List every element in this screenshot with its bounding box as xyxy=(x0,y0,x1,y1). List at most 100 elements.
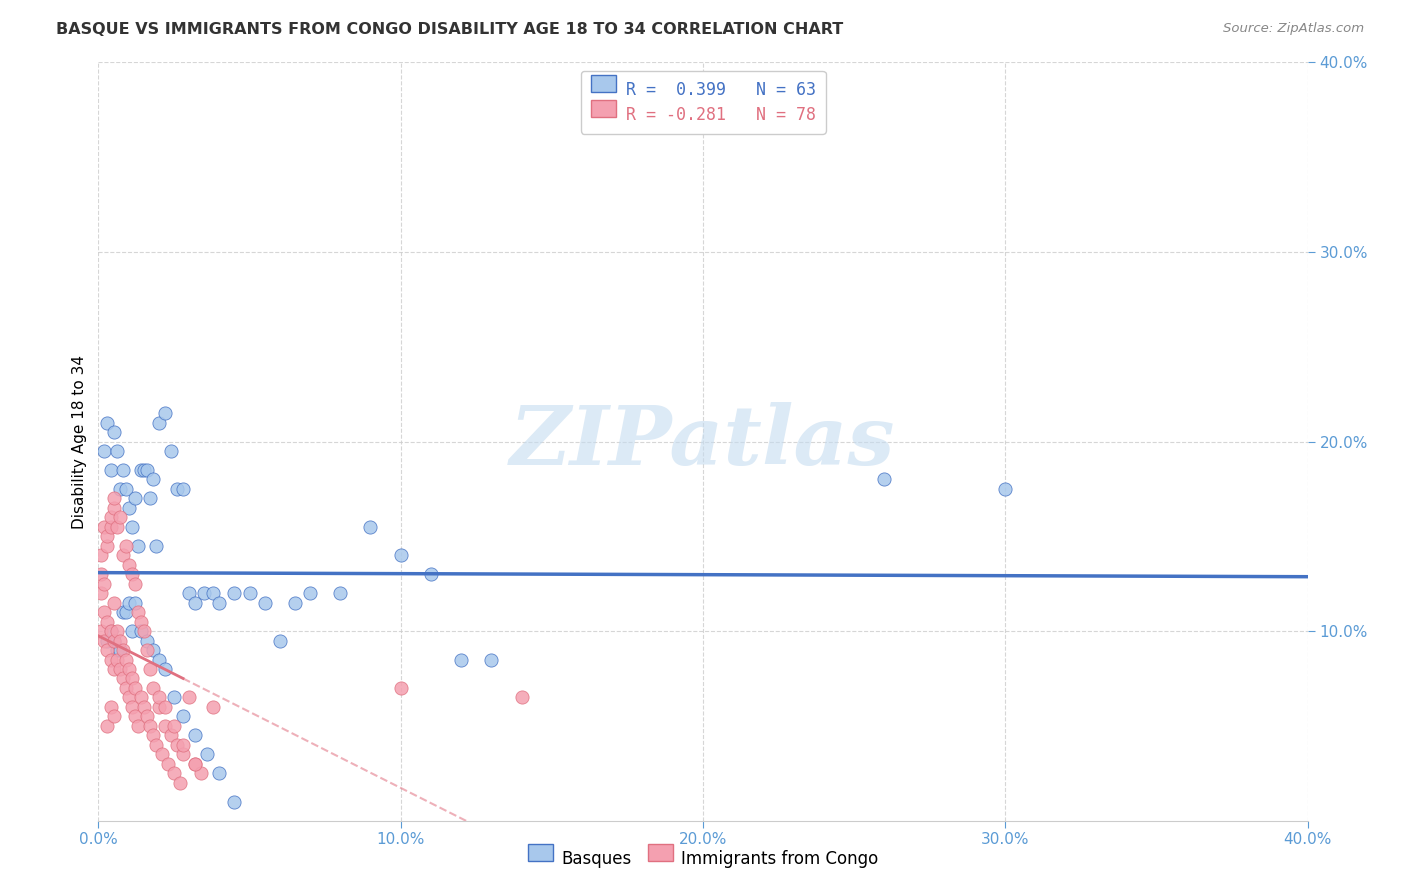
Point xyxy=(103,662,125,676)
Point xyxy=(179,690,201,705)
Point xyxy=(121,699,143,714)
Point xyxy=(142,728,165,742)
Point xyxy=(135,463,157,477)
Point xyxy=(93,633,115,648)
Point xyxy=(103,596,125,610)
Point xyxy=(184,756,207,771)
Point xyxy=(184,756,207,771)
Point xyxy=(96,719,118,733)
Point xyxy=(100,624,122,639)
Point xyxy=(994,482,1017,496)
Point xyxy=(100,520,122,534)
Point xyxy=(105,444,128,458)
Text: BASQUE VS IMMIGRANTS FROM CONGO DISABILITY AGE 18 TO 34 CORRELATION CHART: BASQUE VS IMMIGRANTS FROM CONGO DISABILI… xyxy=(56,22,844,37)
Point xyxy=(93,576,115,591)
Point xyxy=(111,643,134,657)
Point xyxy=(329,586,352,600)
Point xyxy=(142,643,165,657)
Point xyxy=(121,624,143,639)
Point xyxy=(129,624,152,639)
Point xyxy=(96,539,118,553)
Point xyxy=(129,690,152,705)
Point xyxy=(114,652,136,666)
Point xyxy=(299,586,322,600)
Point xyxy=(202,586,225,600)
Point xyxy=(105,652,128,666)
Point xyxy=(108,643,131,657)
Point xyxy=(172,738,194,752)
Text: Source: ZipAtlas.com: Source: ZipAtlas.com xyxy=(1223,22,1364,36)
Point xyxy=(208,766,231,780)
Point xyxy=(96,615,118,629)
Point xyxy=(100,624,122,639)
Point xyxy=(132,463,155,477)
Point xyxy=(148,690,170,705)
Point xyxy=(129,463,152,477)
Point xyxy=(142,473,165,487)
Point xyxy=(124,709,146,723)
Point xyxy=(184,728,207,742)
Point xyxy=(142,681,165,695)
Point xyxy=(118,662,141,676)
Point xyxy=(184,596,207,610)
Point xyxy=(114,605,136,619)
Point xyxy=(90,567,112,582)
Point xyxy=(166,482,188,496)
Point xyxy=(153,406,176,420)
Point xyxy=(118,596,141,610)
Point xyxy=(450,652,472,666)
Point xyxy=(96,633,118,648)
Legend: Basques, Immigrants from Congo: Basques, Immigrants from Congo xyxy=(520,843,886,875)
Point xyxy=(96,416,118,430)
Point xyxy=(193,586,215,600)
Point xyxy=(132,699,155,714)
Point xyxy=(156,756,179,771)
Point xyxy=(96,643,118,657)
Point xyxy=(481,652,503,666)
Point xyxy=(129,615,152,629)
Point xyxy=(127,539,149,553)
Point xyxy=(127,719,149,733)
Point xyxy=(153,699,176,714)
Point xyxy=(111,672,134,686)
Point xyxy=(202,699,225,714)
Point xyxy=(145,738,167,752)
Point xyxy=(239,586,262,600)
Point xyxy=(124,576,146,591)
Point xyxy=(114,681,136,695)
Point xyxy=(148,652,170,666)
Point xyxy=(132,624,155,639)
Point xyxy=(190,766,212,780)
Point xyxy=(510,690,533,705)
Point xyxy=(360,520,382,534)
Point xyxy=(208,596,231,610)
Point xyxy=(121,520,143,534)
Point xyxy=(224,795,246,809)
Point xyxy=(100,652,122,666)
Y-axis label: Disability Age 18 to 34: Disability Age 18 to 34 xyxy=(72,354,87,529)
Point xyxy=(284,596,307,610)
Point xyxy=(114,482,136,496)
Point xyxy=(148,416,170,430)
Point xyxy=(105,624,128,639)
Point xyxy=(172,482,194,496)
Point xyxy=(179,586,201,600)
Point xyxy=(172,709,194,723)
Point xyxy=(93,520,115,534)
Point xyxy=(118,500,141,515)
Point xyxy=(127,605,149,619)
Point xyxy=(135,709,157,723)
Point xyxy=(124,491,146,506)
Point xyxy=(108,482,131,496)
Point xyxy=(389,548,412,563)
Point xyxy=(195,747,218,762)
Point xyxy=(100,510,122,524)
Point xyxy=(124,681,146,695)
Point xyxy=(100,463,122,477)
Point xyxy=(103,633,125,648)
Point xyxy=(139,491,162,506)
Point xyxy=(93,444,115,458)
Point xyxy=(114,539,136,553)
Point xyxy=(118,690,141,705)
Point xyxy=(153,719,176,733)
